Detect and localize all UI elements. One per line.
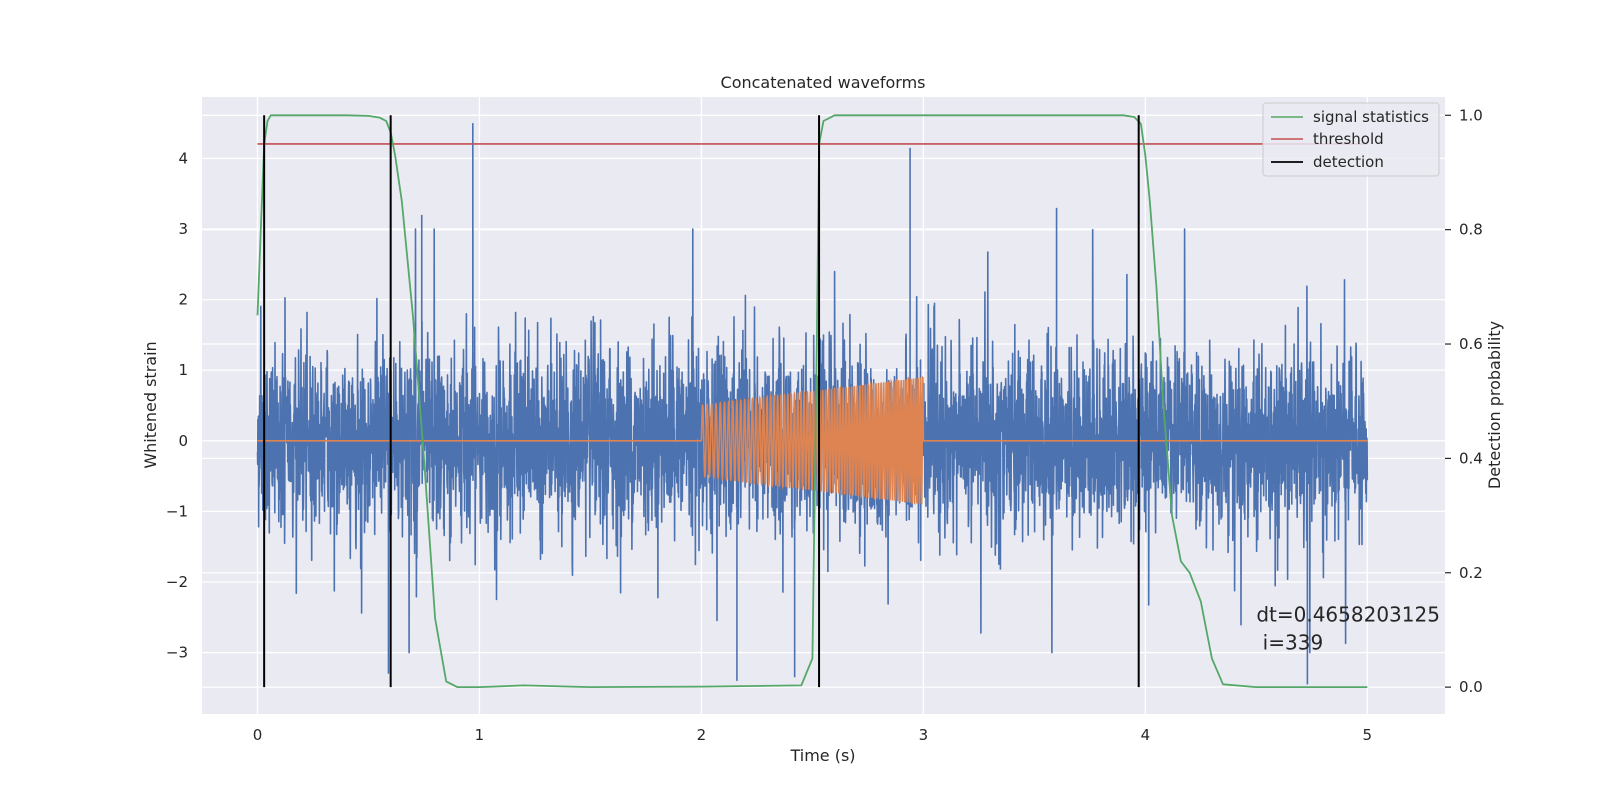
y-tick-label-left-6: 3	[178, 220, 188, 238]
y-tick-label-left-0: −3	[166, 644, 188, 662]
legend-label-signal-statistics: signal statistics	[1313, 108, 1429, 126]
legend-box	[1262, 102, 1440, 177]
y-tick-label-right-5: 1.0	[1459, 106, 1483, 124]
y-tick-label-right-3: 0.6	[1459, 335, 1483, 353]
legend-label-threshold: threshold	[1313, 130, 1384, 148]
y-tick-label-right-4: 0.8	[1459, 221, 1483, 239]
chirp-line	[257, 376, 1368, 505]
y-tick-label-right-2: 0.4	[1459, 449, 1483, 467]
y-axis-title-left: Whitened strain	[141, 341, 160, 468]
x-tick-label-0: 0	[253, 726, 263, 744]
y-tick-label-left-5: 2	[178, 291, 188, 309]
x-axis-title: Time (s)	[789, 746, 855, 765]
chart-title: Concatenated waveforms	[721, 73, 926, 92]
series-signal-statistics	[256, 114, 1368, 688]
series-injected-chirp	[257, 376, 1368, 505]
x-tick-label-1: 1	[475, 726, 485, 744]
x-tick-label-5: 5	[1363, 726, 1373, 744]
y-axis-title-right: Detection probability	[1485, 321, 1504, 489]
y-tick-label-left-4: 1	[178, 361, 188, 379]
x-tick-label-3: 3	[919, 726, 929, 744]
x-tick-label-4: 4	[1141, 726, 1151, 744]
annotation-dt: dt=0.4658203125	[1256, 602, 1440, 626]
ticks: 0 1 2 3 4 5 −3 −2 −1 0 1 2 3 4 0.0 0.2 0.4 0.6 0.8 1.0	[166, 106, 1483, 744]
y-tick-label-left-3: 0	[178, 432, 188, 450]
y-tick-label-right-1: 0.2	[1459, 564, 1483, 582]
y-tick-label-right-0: 0.0	[1459, 678, 1483, 696]
y-tick-label-left-2: −1	[166, 502, 188, 520]
annotation-index: i=339	[1256, 630, 1323, 654]
signal-statistics-line	[256, 114, 1368, 688]
y-tick-label-left-7: 4	[178, 149, 188, 167]
legend-label-detection: detection	[1313, 153, 1384, 171]
legend: signal statistics threshold detection	[1262, 102, 1440, 177]
detections	[263, 115, 1140, 688]
y-tick-label-left-1: −2	[166, 573, 188, 591]
x-tick-label-2: 2	[697, 726, 707, 744]
